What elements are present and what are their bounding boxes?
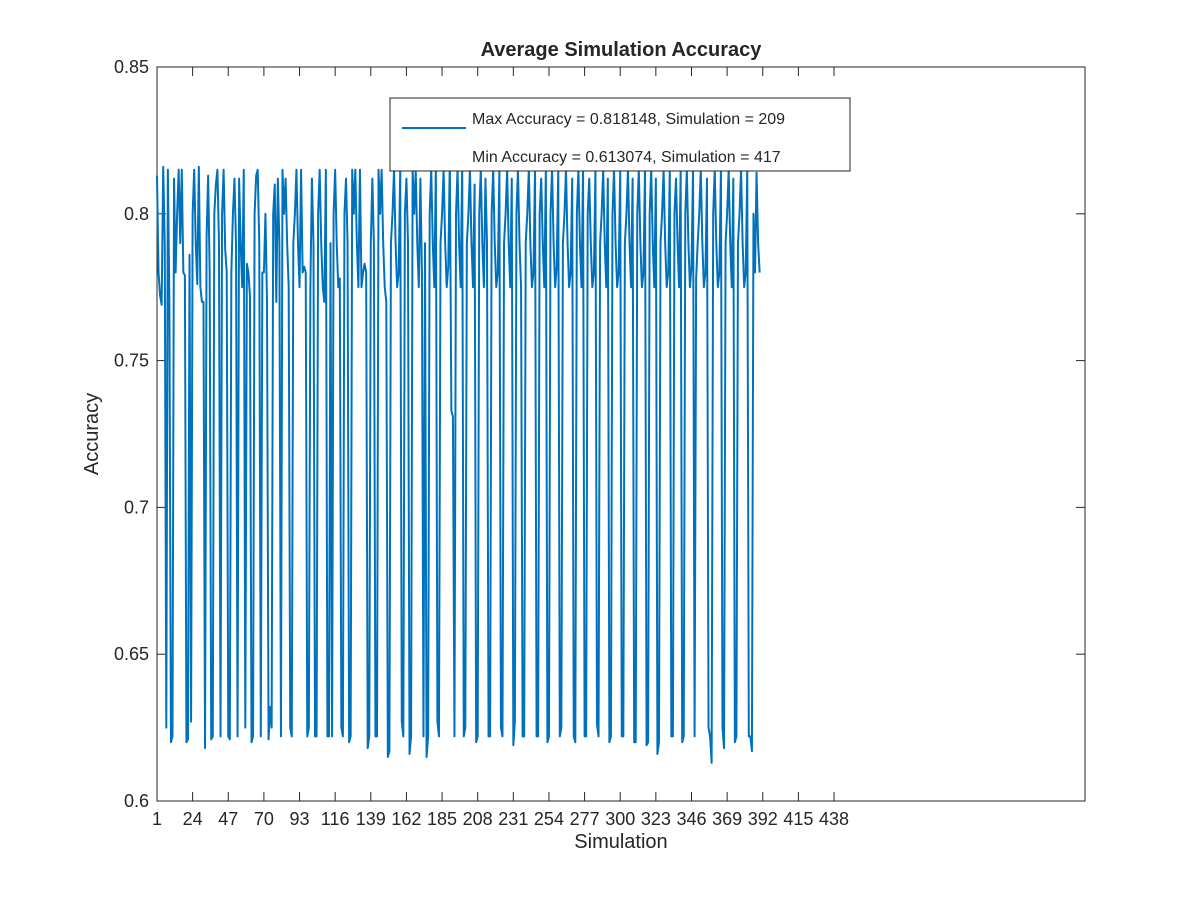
- y-tick-label: 0.65: [114, 644, 149, 664]
- x-tick-label: 208: [463, 809, 493, 829]
- y-axis-label: Accuracy: [81, 393, 103, 475]
- x-tick-label: 300: [605, 809, 635, 829]
- legend: Max Accuracy = 0.818148, Simulation = 20…: [389, 97, 851, 172]
- y-tick-label: 0.85: [114, 57, 149, 77]
- legend-box: [389, 97, 851, 172]
- y-tick-label: 0.8: [124, 204, 149, 224]
- legend-entry-min: Min Accuracy = 0.613074, Simulation = 41…: [472, 149, 781, 166]
- x-tick-label: 369: [712, 809, 742, 829]
- plot-layer: [156, 159, 761, 764]
- y-tick-label: 0.75: [114, 351, 149, 371]
- x-tick-label: 47: [218, 809, 238, 829]
- x-tick-label: 415: [783, 809, 813, 829]
- series-line-accuracy: [156, 159, 761, 764]
- x-tick-label: 231: [498, 809, 528, 829]
- x-tick-label: 70: [254, 809, 274, 829]
- x-tick-label: 93: [290, 809, 310, 829]
- legend-entry-max: Max Accuracy = 0.818148, Simulation = 20…: [472, 111, 785, 128]
- tick-layer: 0.6 0.65 0.7 0.75 0.8 0.85 1 24 47 70 93 116 139 162 1…: [114, 57, 1085, 829]
- y-tick-label: 0.6: [124, 791, 149, 811]
- y-tick-label: 0.7: [124, 497, 149, 517]
- x-tick-label: 1: [152, 809, 162, 829]
- x-tick-label: 162: [391, 809, 421, 829]
- x-tick-label: 323: [641, 809, 671, 829]
- x-tick-label: 116: [321, 809, 350, 829]
- x-tick-label: 185: [427, 809, 457, 829]
- x-tick-label: 346: [676, 809, 706, 829]
- chart-title: Average Simulation Accuracy: [481, 39, 763, 61]
- x-axis-label: Simulation: [574, 831, 667, 853]
- x-tick-label: 24: [183, 809, 203, 829]
- x-tick-label: 438: [819, 809, 849, 829]
- x-tick-label: 277: [570, 809, 600, 829]
- x-tick-label: 254: [534, 809, 564, 829]
- x-tick-label: 392: [748, 809, 778, 829]
- x-tick-label: 139: [356, 809, 386, 829]
